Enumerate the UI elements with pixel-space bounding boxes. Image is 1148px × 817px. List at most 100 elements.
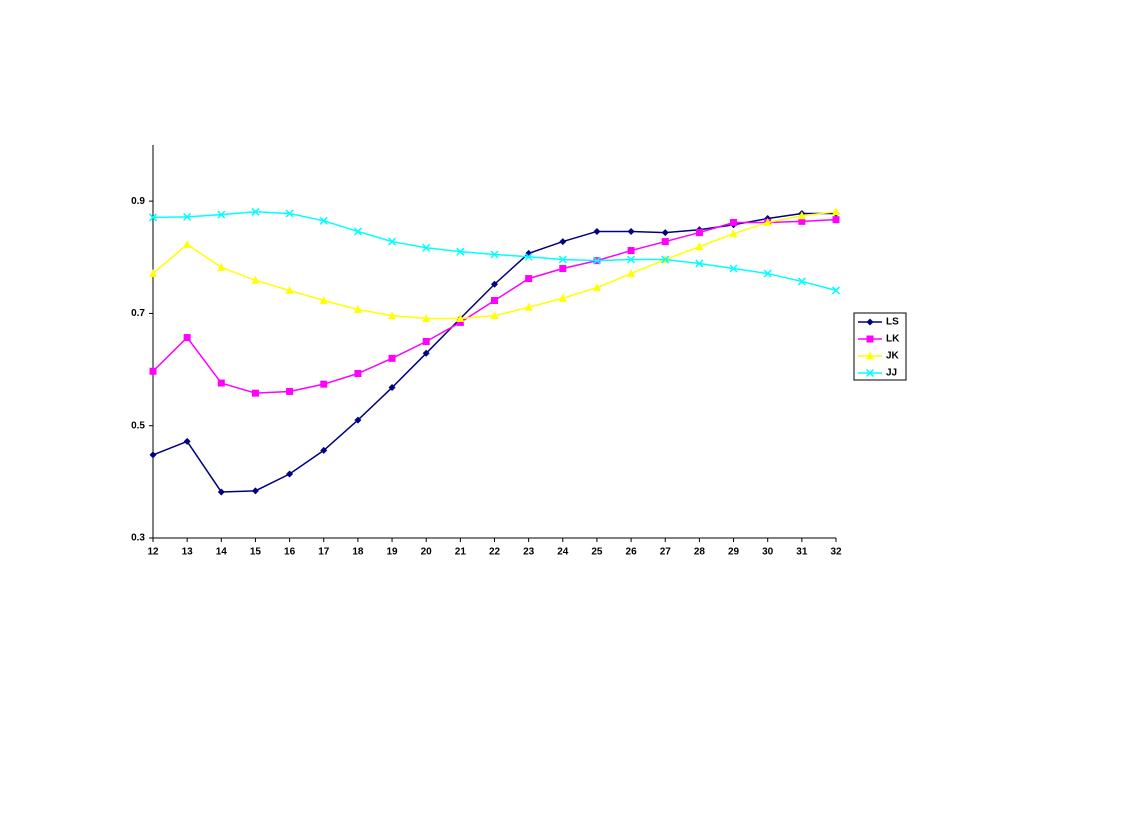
marker: [798, 217, 806, 225]
legend-label: JK: [886, 351, 900, 362]
x-tick-label: 21: [455, 547, 467, 558]
marker: [217, 488, 225, 496]
x-tick-label: 32: [830, 547, 842, 558]
x-tick-label: 22: [489, 547, 501, 558]
marker: [491, 297, 498, 305]
marker: [183, 212, 192, 221]
marker: [729, 229, 738, 238]
marker: [866, 351, 874, 360]
x-tick-label: 18: [352, 547, 364, 558]
marker: [251, 207, 260, 216]
x-tick-label: 16: [284, 547, 296, 558]
marker: [422, 338, 430, 345]
series-line: [152, 218, 837, 394]
marker: [354, 416, 362, 424]
y-tick-label: 0.5: [131, 420, 145, 431]
marker: [592, 256, 601, 265]
marker: [286, 387, 294, 395]
x-tick-label: 15: [250, 547, 262, 558]
marker: [422, 243, 431, 252]
marker: [422, 313, 431, 322]
marker: [456, 247, 465, 256]
marker: [149, 451, 157, 459]
x-tick-label: 28: [694, 547, 706, 558]
marker: [627, 255, 636, 264]
marker: [730, 218, 738, 226]
x-tick-label: 27: [660, 547, 672, 558]
marker: [251, 275, 260, 284]
marker: [217, 210, 226, 219]
x-tick-label: 14: [216, 547, 228, 558]
marker: [593, 227, 601, 235]
marker: [148, 213, 158, 222]
x-tick-label: 17: [318, 547, 330, 558]
x-tick-label: 23: [523, 547, 535, 558]
x-tick-label: 26: [626, 547, 638, 558]
y-tick-label: 0.7: [131, 308, 145, 319]
marker: [183, 334, 191, 342]
marker: [559, 265, 567, 273]
marker: [183, 239, 192, 248]
marker: [354, 370, 362, 378]
marker: [286, 470, 294, 478]
marker: [285, 209, 294, 218]
marker: [627, 247, 635, 255]
marker: [217, 262, 226, 271]
legend-label: LS: [886, 317, 899, 328]
legend-label: LK: [886, 334, 900, 345]
marker: [285, 285, 294, 294]
marker: [558, 255, 567, 264]
marker: [149, 269, 157, 278]
x-tick-label: 12: [147, 547, 159, 558]
marker: [319, 216, 328, 225]
legend-label: JJ: [886, 368, 897, 379]
legend-box: [853, 312, 907, 381]
marker: [797, 277, 806, 286]
marker: [627, 269, 636, 278]
x-tick-label: 24: [557, 547, 569, 558]
marker: [729, 264, 738, 273]
marker: [490, 311, 499, 320]
x-tick-label: 20: [421, 547, 433, 558]
y-tick-label: 0.3: [131, 533, 145, 544]
marker: [388, 237, 397, 246]
marker: [661, 238, 669, 246]
marker: [831, 286, 841, 295]
marker: [832, 207, 840, 216]
marker: [491, 280, 498, 288]
marker: [525, 275, 533, 283]
marker: [866, 335, 874, 343]
marker: [866, 318, 874, 326]
marker: [320, 380, 328, 388]
marker: [388, 384, 396, 392]
marker: [592, 283, 601, 292]
marker: [388, 354, 396, 362]
marker: [320, 446, 328, 454]
marker: [524, 252, 533, 261]
marker: [559, 238, 567, 246]
marker: [524, 302, 533, 311]
marker: [353, 304, 362, 313]
marker: [763, 269, 772, 278]
marker: [217, 379, 225, 387]
marker: [865, 368, 875, 378]
y-tick-label: 0.9: [131, 196, 145, 207]
marker: [149, 367, 157, 375]
marker: [456, 313, 465, 322]
marker: [353, 227, 362, 236]
marker: [490, 250, 499, 259]
marker: [661, 229, 669, 237]
marker: [422, 349, 430, 357]
marker: [763, 217, 772, 226]
marker: [695, 242, 704, 251]
marker: [695, 259, 704, 268]
x-tick-label: 25: [591, 547, 603, 558]
marker: [832, 216, 840, 224]
x-tick-label: 19: [386, 547, 398, 558]
x-tick-label: 29: [728, 547, 740, 558]
marker: [251, 389, 259, 397]
marker: [627, 227, 635, 235]
x-tick-label: 30: [762, 547, 774, 558]
marker: [183, 437, 191, 445]
